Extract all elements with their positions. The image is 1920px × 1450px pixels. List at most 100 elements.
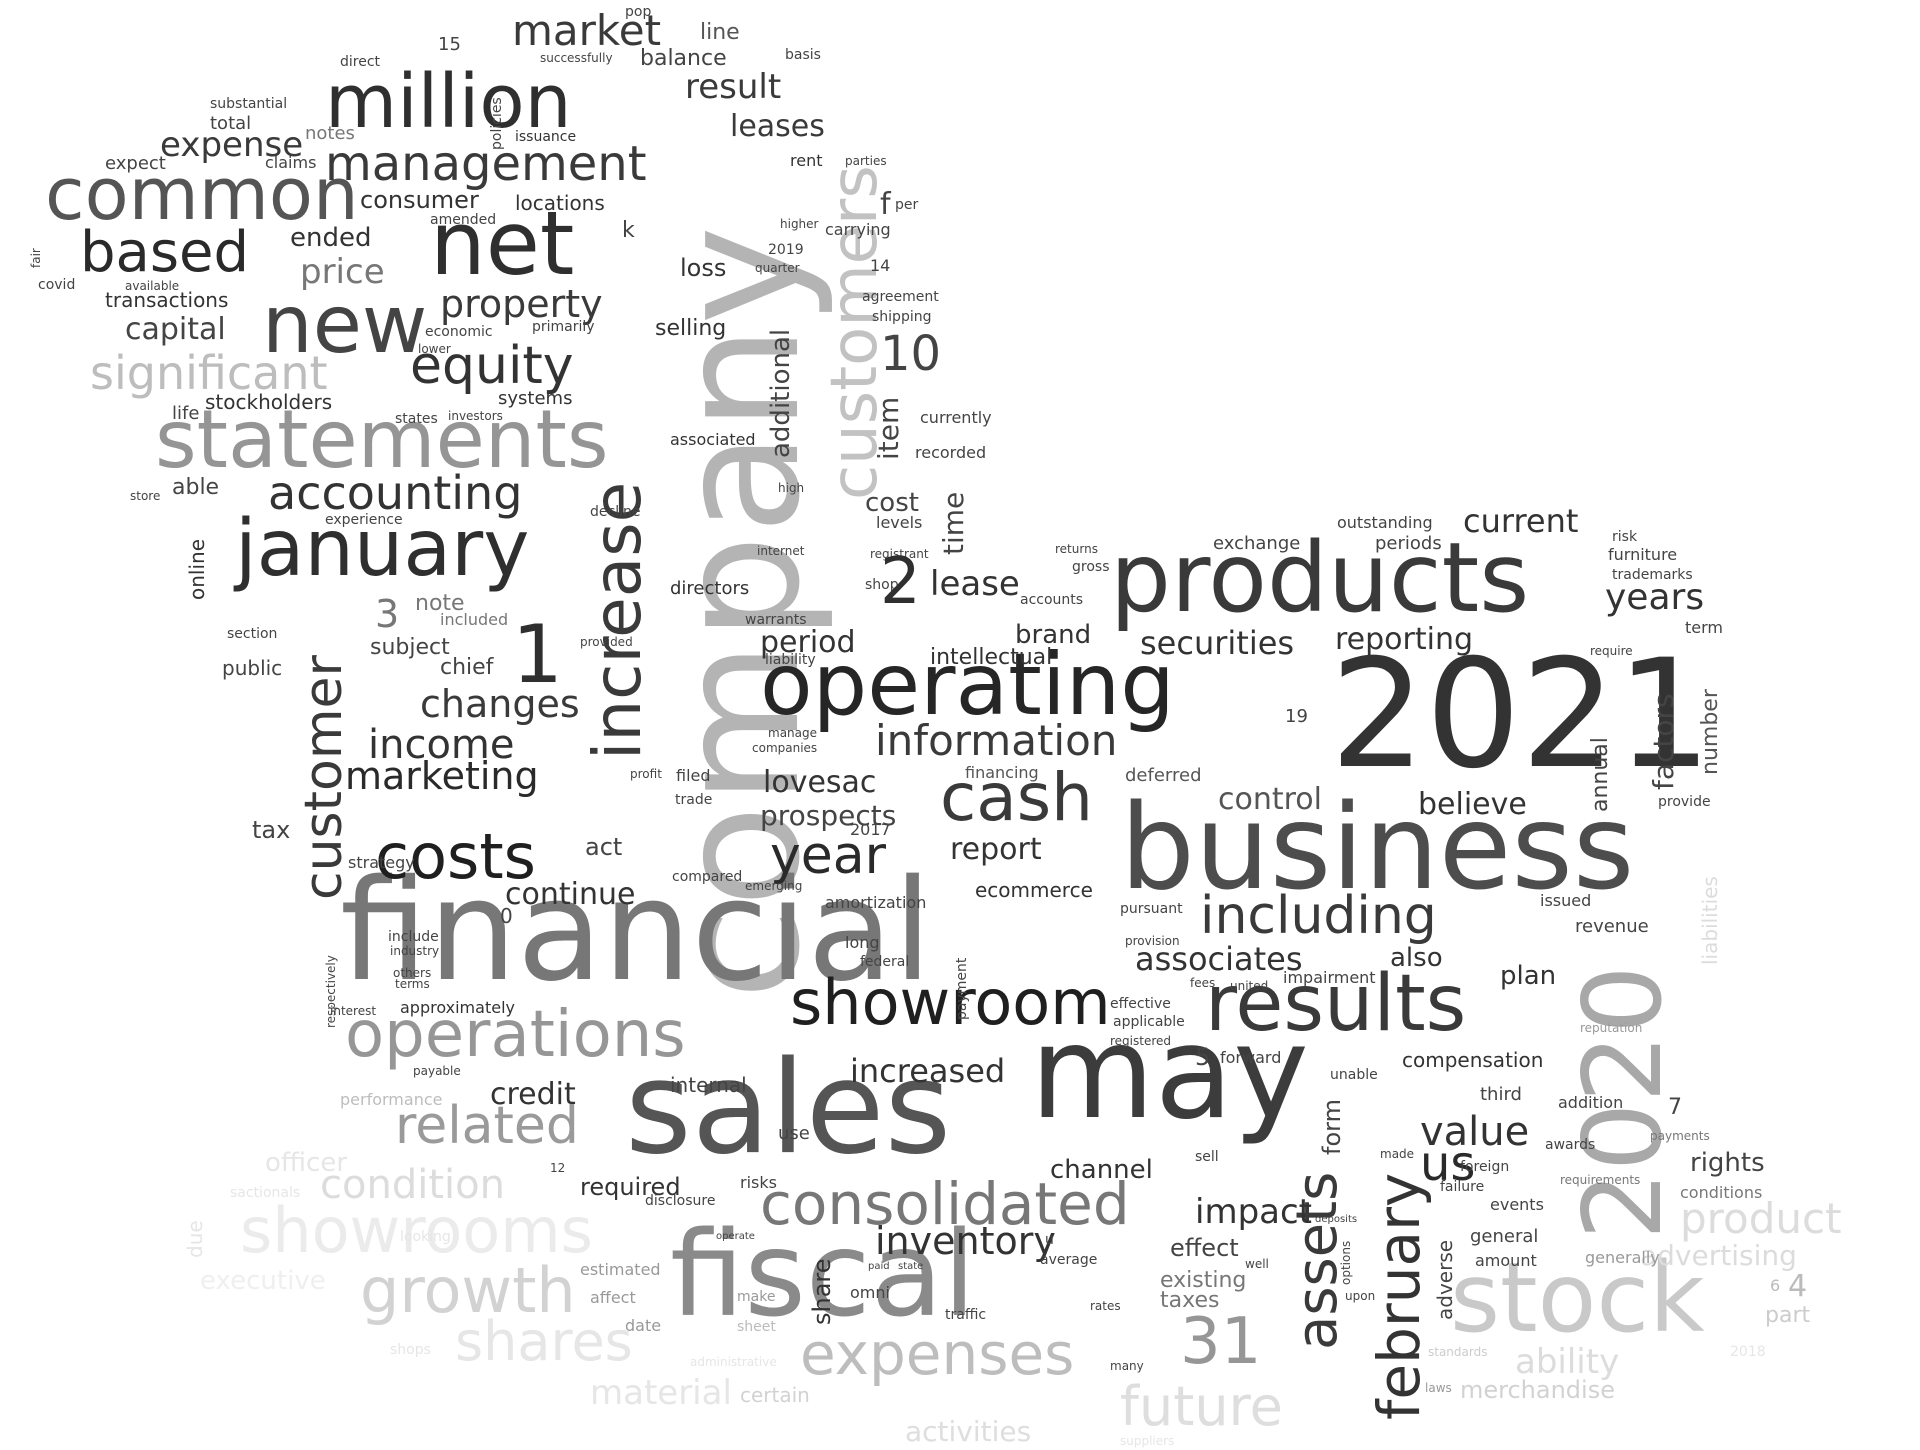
word-per: per: [895, 197, 919, 213]
word-impairment: impairment: [1283, 968, 1376, 987]
word-intellectual: intellectual: [930, 645, 1053, 670]
word-new: new: [262, 278, 428, 371]
word-sales: sales: [625, 1034, 952, 1183]
word-risk: risk: [1612, 529, 1638, 545]
word-tax: tax: [252, 816, 291, 844]
word-total: total: [210, 113, 252, 134]
word-prospects: prospects: [760, 799, 897, 832]
word-long: long: [845, 933, 880, 952]
word-paid: paid: [868, 1261, 890, 1272]
word-federal: federal: [860, 954, 910, 970]
word-marketing: marketing: [345, 754, 539, 798]
word-emerging: emerging: [745, 879, 803, 893]
word-use: use: [778, 1123, 810, 1144]
word-administrative: administrative: [690, 1355, 777, 1369]
word-gross: gross: [1072, 559, 1110, 575]
word-15: 15: [438, 34, 461, 55]
word-performance: performance: [340, 1090, 443, 1109]
word-public: public: [222, 656, 283, 680]
word-many: many: [1110, 1359, 1144, 1373]
word-million: million: [325, 59, 572, 145]
word-related: related: [395, 1096, 579, 1156]
word-customer: customer: [294, 655, 354, 900]
word-result: result: [685, 67, 782, 107]
word-value: value: [1420, 1109, 1530, 1155]
word-operate: operate: [716, 1231, 755, 1242]
word-forward: forward: [1220, 1048, 1282, 1067]
word-section: section: [227, 626, 278, 642]
word-omni: omni: [850, 1283, 890, 1302]
word-interest: interest: [330, 1004, 377, 1018]
word-shares: shares: [455, 1310, 633, 1373]
word-suppliers: suppliers: [1120, 1434, 1175, 1448]
word-ended: ended: [290, 223, 372, 253]
word-officer: officer: [265, 1148, 348, 1178]
word-notes: notes: [305, 123, 355, 144]
word-locations: locations: [515, 191, 605, 215]
word-approximately: approximately: [400, 998, 515, 1017]
word-brand: brand: [1015, 620, 1092, 650]
word-directors: directors: [670, 578, 750, 599]
word-industry: industry: [390, 944, 440, 958]
word-lease: lease: [930, 564, 1020, 604]
word-respectively: respectively: [324, 955, 338, 1028]
word-2021: 2021: [1330, 628, 1712, 802]
word-parties: parties: [845, 154, 887, 168]
word-operations: operations: [345, 998, 686, 1072]
word-warrants: warrants: [745, 612, 807, 628]
word-made: made: [1380, 1147, 1415, 1161]
word-annual: annual: [1588, 737, 1613, 812]
word-carrying: carrying: [825, 220, 891, 239]
word-report: report: [950, 832, 1042, 867]
word-due: due: [183, 1220, 207, 1258]
word-adverse: adverse: [1433, 1239, 1457, 1320]
word-options: options: [1339, 1240, 1353, 1285]
word-include: include: [388, 929, 439, 945]
word-available: available: [125, 279, 180, 293]
word-operating: operating: [760, 635, 1175, 735]
word-form: form: [1318, 1099, 1346, 1155]
word-sactionals: sactionals: [230, 1185, 301, 1201]
word-subject: subject: [370, 635, 450, 660]
word-executive: executive: [200, 1266, 326, 1296]
word-7: 7: [1668, 1095, 1682, 1120]
word-condition: condition: [320, 1162, 505, 1208]
word-rent: rent: [790, 151, 823, 170]
word-provision: provision: [1125, 934, 1180, 948]
word-basis: basis: [785, 47, 821, 63]
word-profit: profit: [630, 767, 662, 781]
word-10: 10: [880, 326, 942, 382]
word-common: common: [45, 152, 359, 236]
word-business: business: [1120, 778, 1635, 916]
word-united: united: [1230, 979, 1269, 993]
word-activities: activities: [905, 1415, 1032, 1448]
word-events: events: [1490, 1195, 1544, 1214]
word-rates: rates: [1090, 1299, 1121, 1313]
word-19: 19: [1285, 706, 1308, 727]
word-manage: manage: [768, 726, 818, 740]
word-well: well: [1245, 1257, 1269, 1271]
word-reporting: reporting: [1335, 622, 1474, 657]
word-terms: terms: [395, 977, 430, 991]
word-increased: increased: [850, 1052, 1006, 1090]
word-selling: selling: [655, 316, 727, 341]
word-cost: cost: [865, 488, 919, 518]
word-online: online: [185, 538, 209, 600]
word-impact: impact: [1195, 1192, 1313, 1232]
word-associated: associated: [670, 430, 756, 449]
word-levels: levels: [876, 513, 923, 532]
word-risks: risks: [740, 1173, 777, 1192]
word-additional: additional: [766, 328, 796, 458]
word-1: 1: [512, 608, 563, 701]
word-inventory: inventory: [875, 1219, 1056, 1263]
word-expect: expect: [105, 153, 166, 174]
word-addition: addition: [1558, 1093, 1624, 1112]
word-item: item: [872, 396, 905, 460]
word-ecommerce: ecommerce: [975, 878, 1093, 902]
word-third: third: [1480, 1084, 1522, 1105]
word-products: products: [1110, 522, 1530, 634]
word-ability: ability: [1515, 1342, 1620, 1382]
word-companies: companies: [752, 741, 818, 755]
word-changes: changes: [420, 682, 580, 726]
word-recorded: recorded: [915, 443, 987, 462]
